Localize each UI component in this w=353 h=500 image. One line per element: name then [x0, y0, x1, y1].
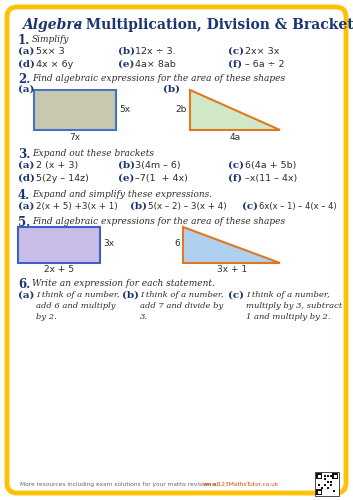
Text: (b): (b): [118, 47, 135, 56]
Text: 2(x + 5) +3(x + 1): 2(x + 5) +3(x + 1): [36, 202, 118, 211]
Text: 1.: 1.: [18, 34, 30, 47]
FancyBboxPatch shape: [316, 489, 322, 495]
Text: 5.: 5.: [18, 216, 30, 229]
Text: 3x: 3x: [103, 240, 114, 248]
FancyBboxPatch shape: [317, 474, 321, 478]
Text: 4a× 8ab: 4a× 8ab: [135, 60, 176, 69]
Text: (c): (c): [242, 202, 258, 211]
FancyBboxPatch shape: [333, 490, 335, 492]
Text: (c): (c): [228, 47, 244, 56]
Text: (a): (a): [18, 202, 34, 211]
Text: (a): (a): [18, 291, 34, 300]
Text: 3.: 3.: [18, 148, 30, 161]
Text: 7x: 7x: [70, 133, 80, 142]
Text: 6: 6: [174, 240, 180, 248]
Text: 2x× 3x: 2x× 3x: [245, 47, 279, 56]
FancyBboxPatch shape: [332, 473, 338, 479]
Text: Expand out these brackets: Expand out these brackets: [32, 149, 154, 158]
Text: (b): (b): [130, 202, 147, 211]
Text: 2b: 2b: [176, 106, 187, 114]
Text: (b): (b): [163, 85, 180, 94]
Text: (a): (a): [18, 161, 34, 170]
FancyBboxPatch shape: [324, 475, 326, 477]
Text: (b): (b): [122, 291, 139, 300]
Text: (b): (b): [118, 161, 135, 170]
FancyBboxPatch shape: [321, 487, 323, 489]
Text: I think of a number,
add 6 and multiply
by 2.: I think of a number, add 6 and multiply …: [36, 291, 120, 321]
Text: (d): (d): [18, 174, 35, 183]
FancyBboxPatch shape: [330, 475, 332, 477]
Text: (a): (a): [18, 47, 34, 56]
FancyBboxPatch shape: [315, 472, 339, 496]
Text: Find algebraic expressions for the area of these shapes: Find algebraic expressions for the area …: [32, 74, 285, 83]
Text: (c): (c): [228, 161, 244, 170]
FancyBboxPatch shape: [34, 90, 116, 130]
Text: Write an expression for each statement.: Write an expression for each statement.: [32, 279, 215, 288]
Text: 2.: 2.: [18, 73, 30, 86]
FancyBboxPatch shape: [327, 487, 329, 489]
FancyBboxPatch shape: [316, 473, 322, 479]
Text: –7(1  + 4x): –7(1 + 4x): [135, 174, 188, 183]
Text: I think of a number,
multiply by 3, subtract
1 and multiply by 2.: I think of a number, multiply by 3, subt…: [246, 291, 342, 321]
Text: www.123MathsTutor.co.uk: www.123MathsTutor.co.uk: [203, 482, 279, 487]
Polygon shape: [183, 227, 280, 263]
FancyBboxPatch shape: [324, 478, 326, 480]
Text: 3x + 1: 3x + 1: [217, 265, 247, 274]
Text: 5(2y – 14z): 5(2y – 14z): [36, 174, 89, 183]
Text: Expand and simplify these expressions.: Expand and simplify these expressions.: [32, 190, 212, 199]
Text: Find algebraic expressions for the area of these shapes: Find algebraic expressions for the area …: [32, 217, 285, 226]
Text: –x(11 – 4x): –x(11 – 4x): [245, 174, 297, 183]
Text: 5x× 3: 5x× 3: [36, 47, 65, 56]
Text: 4a: 4a: [229, 133, 240, 142]
Text: 6.: 6.: [18, 278, 30, 291]
Text: (f): (f): [228, 60, 242, 69]
Text: 4x × 6y: 4x × 6y: [36, 60, 73, 69]
Polygon shape: [190, 90, 280, 130]
Text: (e): (e): [118, 60, 134, 69]
Text: I think of a number,
add 7 and divide by
3.: I think of a number, add 7 and divide by…: [140, 291, 223, 321]
Text: (f): (f): [228, 174, 242, 183]
FancyBboxPatch shape: [334, 474, 336, 478]
Text: 5x: 5x: [119, 104, 130, 114]
Text: (c): (c): [228, 291, 244, 300]
Text: 12x ÷ 3.: 12x ÷ 3.: [135, 47, 176, 56]
FancyBboxPatch shape: [330, 481, 332, 483]
Text: 6(4a + 5b): 6(4a + 5b): [245, 161, 297, 170]
Text: 6x(x – 1) – 4(x – 4): 6x(x – 1) – 4(x – 4): [259, 202, 337, 211]
FancyBboxPatch shape: [18, 227, 100, 263]
FancyBboxPatch shape: [327, 475, 329, 477]
Text: 2 (x + 3): 2 (x + 3): [36, 161, 78, 170]
FancyBboxPatch shape: [327, 481, 329, 483]
Text: – 6a ÷ 2: – 6a ÷ 2: [245, 60, 285, 69]
FancyBboxPatch shape: [330, 484, 332, 486]
Text: More resources including exam solutions for your maths revision at: More resources including exam solutions …: [20, 482, 222, 487]
FancyBboxPatch shape: [318, 484, 320, 486]
FancyBboxPatch shape: [7, 7, 346, 493]
Text: 2x + 5: 2x + 5: [44, 265, 74, 274]
Text: Simplify: Simplify: [32, 35, 70, 44]
Text: (e): (e): [118, 174, 134, 183]
Text: Algebra: Algebra: [22, 18, 83, 32]
FancyBboxPatch shape: [317, 490, 321, 494]
FancyBboxPatch shape: [324, 484, 326, 486]
Text: 5(x – 2) – 3(x + 4): 5(x – 2) – 3(x + 4): [148, 202, 227, 211]
Text: (d): (d): [18, 60, 35, 69]
Text: 3(4m – 6): 3(4m – 6): [135, 161, 181, 170]
Text: (a): (a): [18, 85, 34, 94]
Text: 4.: 4.: [18, 189, 30, 202]
Text: – Multiplication, Division & Brackets: – Multiplication, Division & Brackets: [69, 18, 353, 32]
